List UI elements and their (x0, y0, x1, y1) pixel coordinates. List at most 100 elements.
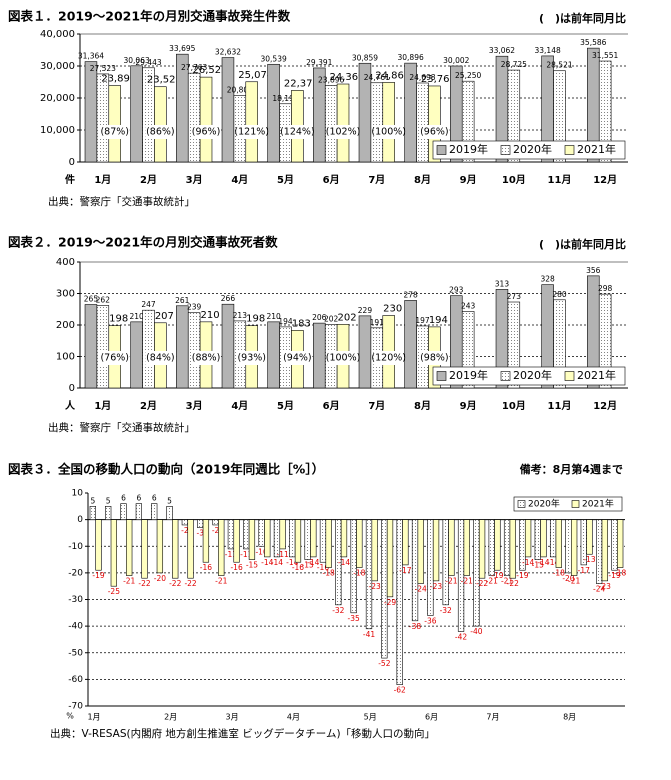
legend-box (432, 366, 626, 386)
bar (463, 519, 470, 576)
bar (304, 519, 311, 560)
value-label: 198 (109, 314, 128, 325)
bar (461, 80, 475, 163)
value-label: -20 (154, 574, 166, 583)
bar (289, 519, 296, 558)
value-label: 356 (586, 266, 601, 275)
value-label: 183 (292, 318, 311, 329)
bar (135, 503, 143, 520)
bar (507, 301, 521, 389)
value-label: -14 (271, 558, 283, 567)
value-label: -18 (614, 569, 626, 578)
bar (428, 85, 441, 163)
value-label: 278 (403, 290, 418, 299)
bar (96, 73, 110, 163)
bar (313, 322, 326, 389)
bar (310, 519, 317, 558)
value-label: 202 (324, 314, 339, 323)
bar (227, 519, 235, 550)
value-label: -22 (138, 579, 150, 588)
bar (555, 519, 562, 568)
value-label: 30,002 (443, 56, 469, 65)
bar (95, 519, 102, 571)
value-label: 24,867 (375, 70, 410, 81)
y-tick-label: 0 (69, 383, 75, 394)
bar (370, 82, 384, 163)
legend-label: 2019年 (449, 142, 488, 156)
value-label: 280 (552, 290, 567, 299)
bar (105, 506, 112, 520)
value-label: -38 (409, 622, 421, 631)
value-label: -19 (92, 571, 104, 580)
bar (432, 519, 440, 582)
value-label: -23 (369, 582, 381, 591)
value-label: -14 (537, 558, 549, 567)
legend-label: 2021年 (582, 498, 614, 510)
bar (461, 311, 475, 389)
value-label: 194 (278, 317, 293, 326)
x-tick-label: 4月 (231, 174, 248, 186)
value-label: 194 (429, 315, 448, 326)
y-tick-label: -50 (68, 648, 83, 658)
value-label: 239 (187, 303, 202, 312)
annotation: (102%) (326, 127, 361, 138)
value-label: 33,062 (489, 46, 515, 55)
annotation-box (328, 351, 359, 365)
bar (187, 72, 201, 163)
value-label: 191 (370, 318, 385, 327)
value-label: 210 (129, 312, 144, 321)
value-label: -21 (486, 577, 498, 586)
value-label: 26,523 (193, 65, 228, 76)
annotation: (93%) (237, 353, 266, 364)
annotation: (94%) (283, 353, 312, 364)
legend-swatch (500, 371, 511, 381)
x-tick-label: 7月 (368, 174, 385, 186)
x-tick-label: 5月 (277, 400, 294, 412)
legend-box (432, 140, 626, 160)
x-tick-label: 4月 (231, 400, 248, 412)
bar (245, 81, 258, 163)
bar (258, 519, 265, 547)
annotation: (76%) (100, 353, 129, 364)
x-tick-label: 3月 (186, 174, 203, 186)
x-tick-label: 8月 (414, 174, 431, 186)
value-label: 22,373 (284, 78, 319, 89)
bar (570, 519, 578, 576)
value-label: -19 (516, 571, 528, 580)
legend-swatch (564, 371, 575, 381)
value-label: 261 (175, 296, 190, 305)
bar (325, 519, 332, 568)
bar (202, 519, 210, 563)
x-tick-label: 8月 (414, 400, 431, 412)
annotation-box (99, 351, 130, 365)
bar (386, 519, 394, 598)
value-label: 213 (233, 311, 248, 320)
bar (110, 519, 117, 587)
bar (494, 519, 501, 571)
bar (130, 65, 143, 163)
value-label: -21 (501, 577, 513, 586)
value-label: -14 (547, 558, 559, 567)
value-label: 23,896 (101, 74, 136, 85)
bar (130, 321, 143, 389)
bar (233, 519, 240, 563)
value-label: 313 (495, 279, 510, 288)
chart-note: ( )は前年同月比 (539, 11, 626, 25)
bar (267, 321, 280, 389)
annotation-box (282, 125, 313, 139)
value-label: -35 (348, 614, 360, 623)
value-label: 230 (383, 304, 402, 315)
y-tick-label: 40,000 (40, 29, 75, 40)
bar (534, 519, 541, 560)
value-label: -17 (399, 566, 411, 575)
value-label: -11 (276, 550, 288, 559)
x-tick-label: 2月 (140, 174, 157, 186)
value-label: 31,364 (78, 52, 104, 61)
bar (540, 519, 547, 558)
bar (371, 519, 378, 582)
value-label: 30,539 (261, 54, 287, 63)
bar (108, 85, 121, 163)
bar (473, 519, 480, 627)
bar (199, 76, 213, 163)
